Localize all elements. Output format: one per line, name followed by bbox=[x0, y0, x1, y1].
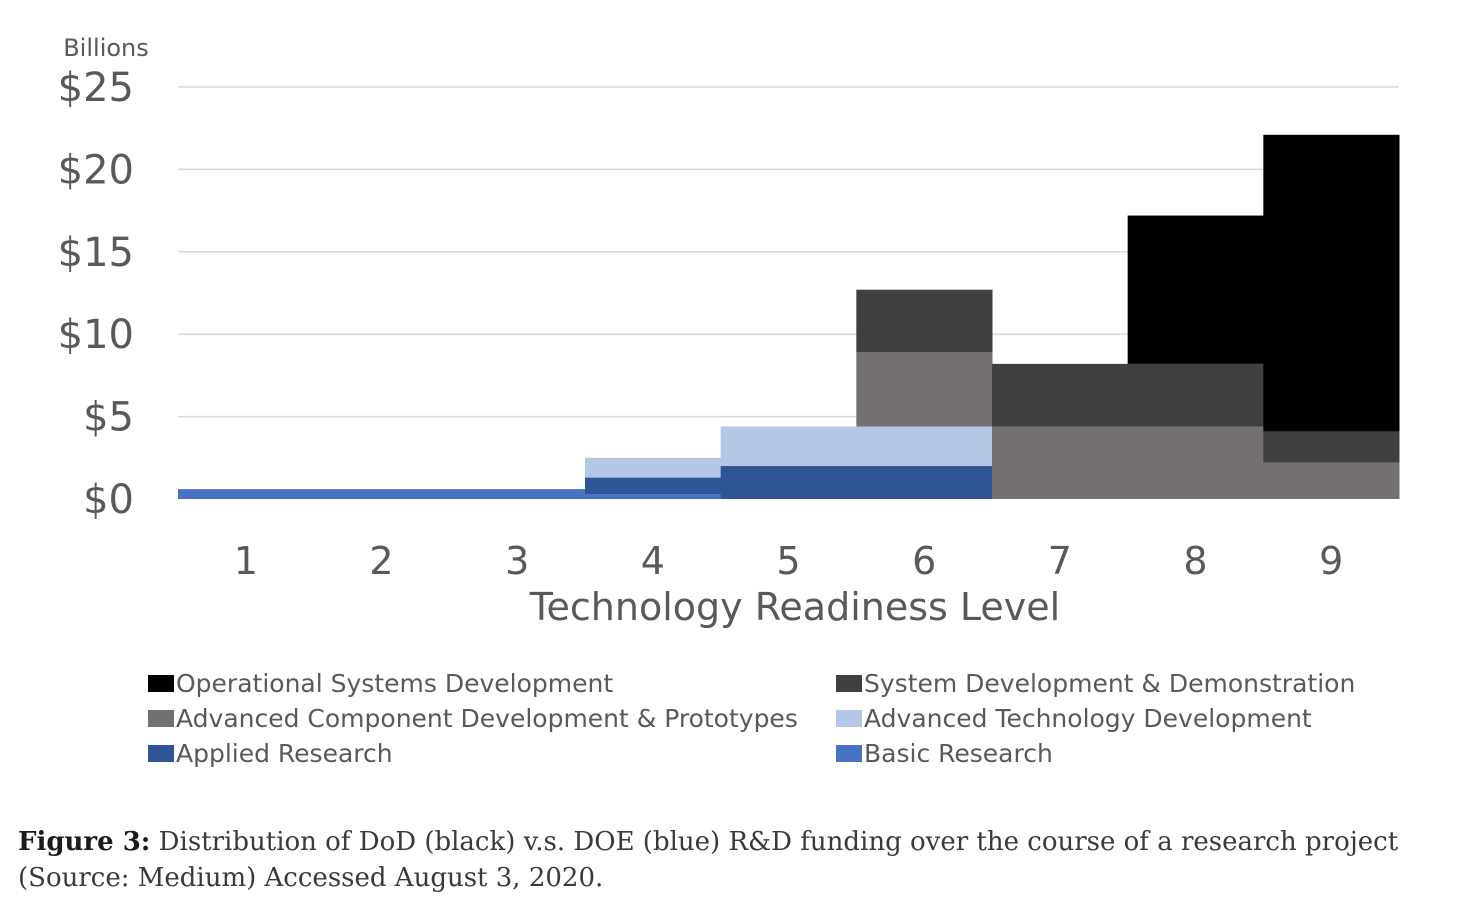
bar-segment bbox=[1127, 426, 1264, 499]
y-tick-label: $25 bbox=[58, 65, 134, 111]
legend-swatch bbox=[148, 674, 174, 692]
x-tick-label: 6 bbox=[912, 539, 936, 583]
legend-swatch bbox=[148, 709, 174, 727]
legend-label: Advanced Technology Development bbox=[864, 703, 1312, 733]
x-tick-label: 9 bbox=[1319, 539, 1343, 583]
legend-swatch bbox=[836, 709, 862, 727]
y-tick-label: $15 bbox=[58, 230, 134, 276]
bar-segment bbox=[1263, 462, 1400, 499]
caption-label: Figure 3: bbox=[18, 827, 151, 857]
bar-segment bbox=[1127, 363, 1264, 427]
bar-segment bbox=[856, 289, 993, 353]
legend-label: Basic Research bbox=[864, 738, 1053, 768]
x-tick-label: 8 bbox=[1183, 539, 1207, 583]
caption-text: Distribution of DoD (black) v.s. DOE (bl… bbox=[18, 827, 1399, 893]
bar-segment bbox=[313, 489, 450, 499]
x-axis-ticks: 1 2 3 4 5 6 7 8 9 bbox=[234, 539, 1344, 583]
x-axis-title: Technology Readiness Level bbox=[529, 585, 1060, 629]
legend-label: Applied Research bbox=[176, 738, 393, 768]
bar-segment bbox=[992, 363, 1129, 427]
bars bbox=[178, 134, 1400, 499]
x-tick-label: 2 bbox=[369, 539, 393, 583]
bar-segment bbox=[585, 457, 722, 478]
bar-segment bbox=[585, 494, 722, 499]
y-tick-label: $0 bbox=[83, 477, 134, 523]
bar-segment bbox=[1263, 431, 1400, 463]
funding-chart: Billions $0 $5 $10 $15 $20 $25 1 2 3 4 5 6 7 8 9 Tech… bbox=[58, 34, 1400, 629]
bar-segment bbox=[856, 426, 993, 467]
legend-item: Advanced Technology Development bbox=[836, 702, 1388, 734]
bar-segment bbox=[1127, 215, 1264, 364]
y-tick-label: $20 bbox=[58, 147, 134, 193]
figure-caption: Figure 3: Distribution of DoD (black) v.… bbox=[18, 824, 1458, 896]
bar-segment bbox=[720, 426, 857, 467]
bar-segment bbox=[1263, 134, 1400, 432]
x-tick-label: 1 bbox=[234, 539, 258, 583]
bar-segment bbox=[992, 426, 1129, 499]
x-tick-label: 7 bbox=[1048, 539, 1072, 583]
x-tick-label: 4 bbox=[641, 539, 665, 583]
legend-label: System Development & Demonstration bbox=[864, 668, 1356, 698]
legend-item: System Development & Demonstration bbox=[836, 667, 1388, 699]
legend-label: Advanced Component Development & Prototy… bbox=[176, 703, 798, 733]
legend-label: Operational Systems Development bbox=[176, 668, 614, 698]
bar-segment bbox=[856, 352, 993, 427]
y-axis-ticks: $0 $5 $10 $15 $20 $25 bbox=[58, 65, 134, 523]
legend-item: Applied Research bbox=[148, 737, 836, 769]
legend: Operational Systems Development System De… bbox=[148, 667, 1388, 769]
y-tick-label: $10 bbox=[58, 312, 134, 358]
y-unit-label: Billions bbox=[63, 34, 149, 62]
legend-item: Operational Systems Development bbox=[148, 667, 836, 699]
bar-segment bbox=[856, 466, 993, 499]
legend-swatch bbox=[836, 674, 862, 692]
bar-segment bbox=[720, 466, 857, 499]
bar-segment bbox=[585, 477, 722, 495]
y-tick-label: $5 bbox=[83, 395, 134, 441]
legend-swatch bbox=[836, 744, 862, 762]
x-tick-label: 3 bbox=[505, 539, 529, 583]
legend-item: Advanced Component Development & Prototy… bbox=[148, 702, 836, 734]
legend-item: Basic Research bbox=[836, 737, 1388, 769]
bar-segment bbox=[178, 489, 315, 499]
legend-swatch bbox=[148, 744, 174, 762]
x-tick-label: 5 bbox=[776, 539, 800, 583]
bar-segment bbox=[449, 489, 586, 499]
